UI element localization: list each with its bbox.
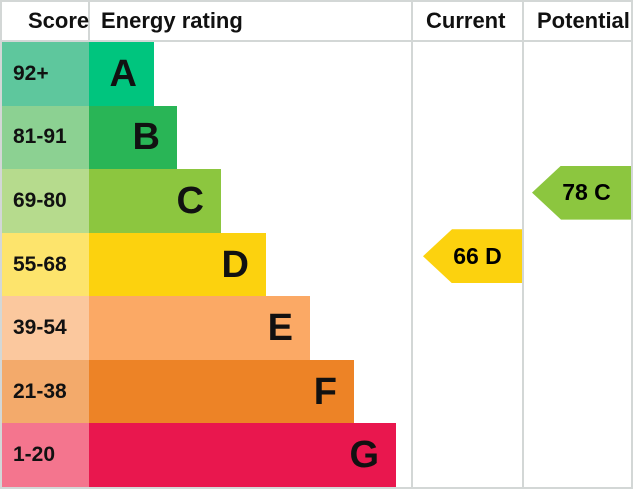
score-range-label: 81-91 [2,105,89,170]
current-potential-divider [522,2,524,487]
rating-band-letter: F [313,370,337,413]
rating-row: 55-68 D [2,232,631,297]
rating-row: 81-91 B [2,105,631,170]
score-range-label: 92+ [2,42,89,106]
rating-band-bar: D [89,232,266,297]
rating-band-letter: G [349,434,379,477]
rating-band-letter: A [109,52,137,95]
rating-band-bar: G [89,423,396,487]
rating-row: 92+ A [2,42,631,106]
rating-row: 69-80 C [2,169,631,233]
rating-band-letter: B [132,116,160,159]
score-range-label: 21-38 [2,359,89,424]
rating-row: 1-20 G [2,423,631,487]
rating-band-letter: D [221,243,249,286]
potential-column-header: Potential [537,8,630,33]
rating-band-bar: A [89,42,154,106]
current-rating-label: 66 D [453,242,502,269]
rating-band-letter: C [176,179,204,222]
energy-rating-column-header: Energy rating [101,8,243,33]
current-column-header: Current [426,8,506,33]
energy-current-divider [411,2,413,487]
rating-band-bar: F [89,359,354,424]
rating-rows: 92+ A 81-91 B 69-80 C 55-68 D 39-54 E 21… [2,42,631,487]
score-range-label: 69-80 [2,169,89,233]
chart-header-row: Score Energy rating Current Potential [2,2,631,42]
rating-row: 39-54 E [2,296,631,360]
rating-row: 21-38 F [2,359,631,424]
score-range-label: 1-20 [2,423,89,487]
rating-band-bar: B [89,105,177,170]
score-column-header: Score [2,2,90,40]
score-range-label: 39-54 [2,296,89,360]
potential-rating-label: 78 C [562,179,611,206]
rating-band-bar: C [89,169,221,233]
score-range-label: 55-68 [2,232,89,297]
rating-band-bar: E [89,296,310,360]
rating-band-letter: E [267,307,293,350]
